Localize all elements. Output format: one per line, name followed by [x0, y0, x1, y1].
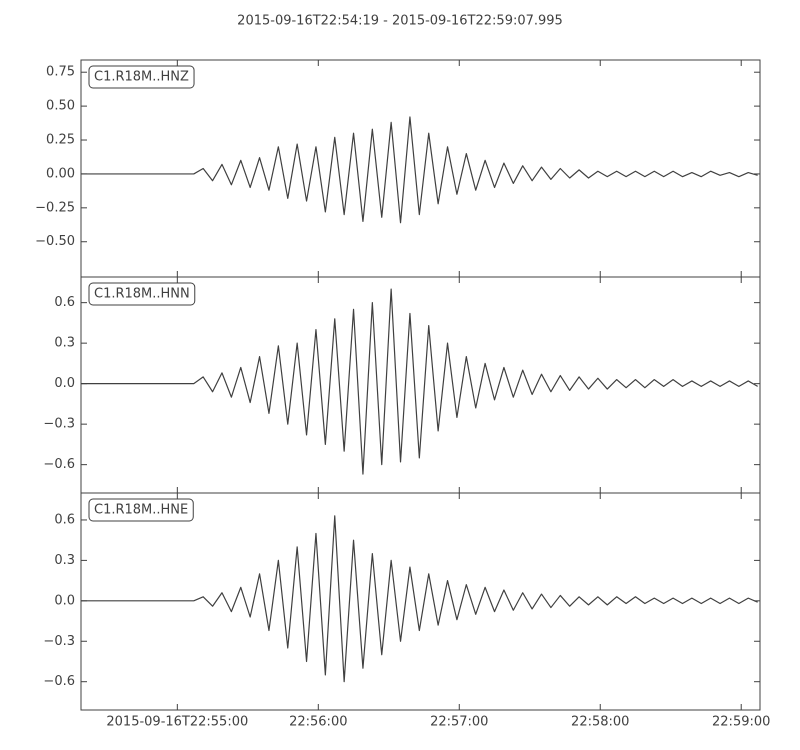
y-tick-label: −0.25 [35, 200, 75, 215]
y-tick-label: 0.0 [54, 593, 75, 608]
x-tick-label: 22:57:00 [430, 715, 488, 730]
waveform [81, 288, 758, 475]
axes-frame [80, 492, 761, 711]
legend-label: C1.R18M..HNE [94, 503, 188, 518]
x-tick-label: 2015-09-16T22:55:00 [106, 715, 248, 730]
y-tick-label: 0.0 [54, 376, 75, 391]
y-tick-label: 0.50 [46, 99, 75, 114]
y-tick-label: 0.3 [54, 553, 75, 568]
y-tick-label: −0.6 [43, 457, 75, 472]
axes-frame [80, 276, 761, 494]
y-tick-label: 0.00 [46, 166, 75, 181]
y-tick-label: −0.3 [43, 634, 75, 649]
x-tick-label: 22:59:00 [712, 715, 770, 730]
y-tick-label: 0.75 [46, 65, 75, 80]
legend-label: C1.R18M..HNN [94, 287, 190, 302]
waveform [81, 116, 758, 224]
y-tick-label: −0.6 [43, 674, 75, 689]
waveform [81, 515, 758, 683]
y-tick-label: 0.25 [46, 133, 75, 148]
y-tick-label: 0.6 [54, 295, 75, 310]
legend-box [88, 282, 196, 306]
x-tick-label: 22:56:00 [289, 715, 347, 730]
chart-title: 2015-09-16T22:54:19 - 2015-09-16T22:59:0… [237, 14, 563, 29]
legend-box [88, 65, 195, 89]
legend-label: C1.R18M..HNZ [94, 70, 189, 85]
legend-box [88, 498, 194, 522]
x-tick-label: 22:58:00 [571, 715, 629, 730]
y-tick-label: 0.6 [54, 512, 75, 527]
axes-frame [80, 59, 761, 278]
y-tick-label: −0.3 [43, 417, 75, 432]
y-tick-label: 0.3 [54, 336, 75, 351]
y-tick-label: −0.50 [35, 234, 75, 249]
